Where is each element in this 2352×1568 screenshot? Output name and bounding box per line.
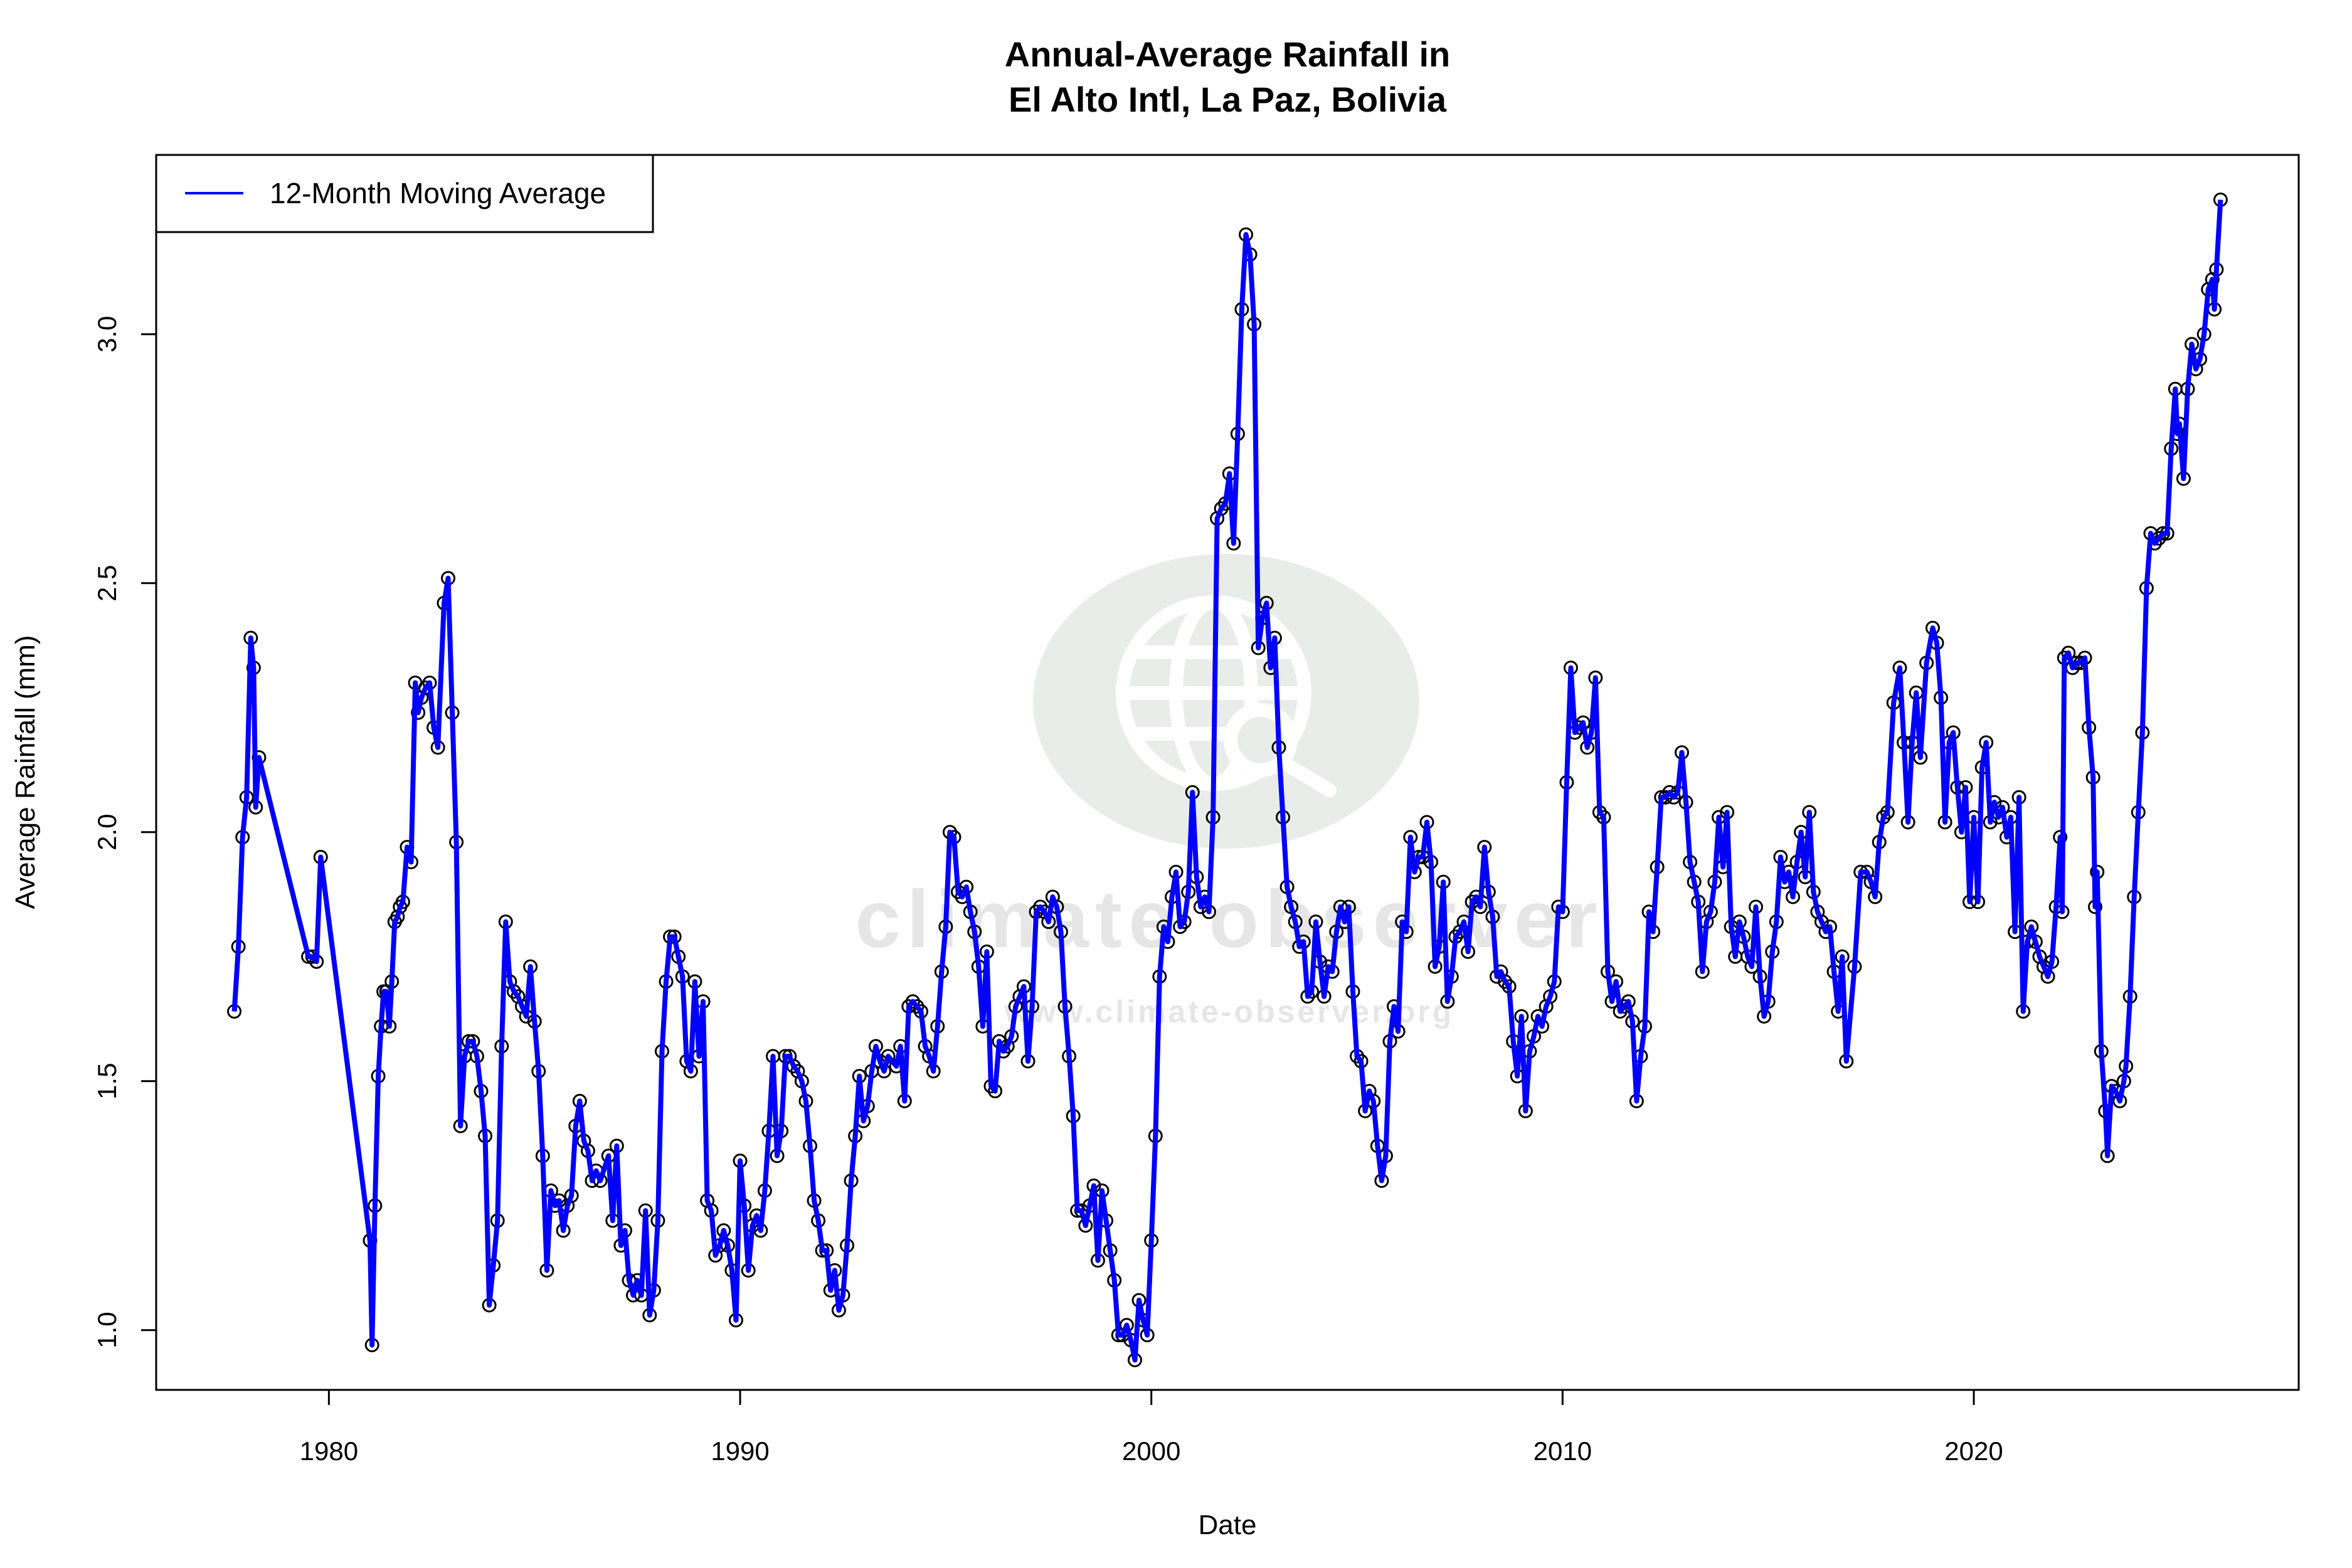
y-axis-label: Average Rainfall (mm) <box>10 635 41 909</box>
watermark-ellipse <box>1033 554 1419 849</box>
legend: 12-Month Moving Average <box>155 154 654 233</box>
y-tick-label: 2.0 <box>92 814 122 850</box>
x-axis-label: Date <box>1199 1510 1257 1540</box>
y-tick-label: 1.5 <box>92 1063 122 1099</box>
x-tick-label: 1980 <box>300 1436 358 1466</box>
series-line-moving-average <box>231 199 2223 1363</box>
y-tick-label: 2.5 <box>92 565 122 601</box>
y-axis: 1.0 1.5 2.0 2.5 3.0 <box>92 316 157 1348</box>
x-tick-label: 2000 <box>1122 1436 1180 1466</box>
chart-subtitle: El Alto Intl, La Paz, Bolivia <box>1009 80 1447 119</box>
legend-label: 12-Month Moving Average <box>270 177 606 209</box>
y-tick-label: 3.0 <box>92 316 122 352</box>
x-axis: 1980 1990 2000 2010 2020 <box>300 1389 2003 1466</box>
plot-area <box>227 192 2228 1367</box>
chart-title: Annual-Average Rainfall in <box>1005 34 1451 74</box>
x-tick-label: 1990 <box>711 1436 769 1466</box>
x-tick-label: 2010 <box>1534 1436 1592 1466</box>
x-tick-label: 2020 <box>1944 1436 2003 1466</box>
y-tick-label: 1.0 <box>92 1312 122 1348</box>
watermark-url: www.climate-observer.org <box>1004 994 1454 1029</box>
